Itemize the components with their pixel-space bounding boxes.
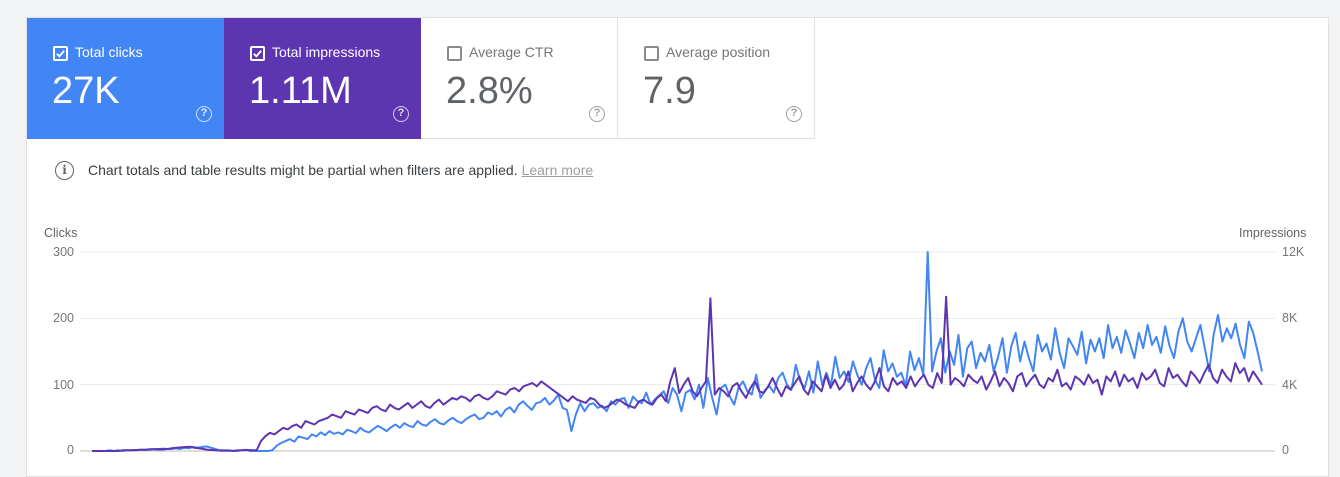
left-axis-title: Clicks xyxy=(44,226,78,240)
learn-more-link[interactable]: Learn more xyxy=(521,162,594,178)
right-tick-label: 12K xyxy=(1282,245,1305,259)
help-icon[interactable]: ? xyxy=(393,106,409,122)
metric-total-clicks[interactable]: Total clicks 27K ? xyxy=(27,18,224,139)
right-tick-label: 4K xyxy=(1282,378,1298,392)
checkmark-icon xyxy=(56,50,65,58)
clicks-series-line xyxy=(92,251,1263,452)
impressions-series-line xyxy=(92,295,1263,452)
metric-total-impressions[interactable]: Total impressions 1.11M ? xyxy=(224,18,421,139)
total-clicks-label: Total clicks xyxy=(75,44,143,60)
total-impressions-value: 1.11M xyxy=(249,70,352,112)
total-impressions-label: Total impressions xyxy=(272,44,381,60)
performance-line-chart xyxy=(80,251,1275,452)
average-position-checkbox[interactable] xyxy=(644,46,659,61)
help-icon[interactable]: ? xyxy=(196,106,212,122)
total-clicks-checkbox[interactable] xyxy=(53,46,68,61)
left-tick-label: 100 xyxy=(53,378,74,392)
left-tick-label: 0 xyxy=(67,443,74,457)
total-impressions-checkbox[interactable] xyxy=(250,46,265,61)
right-tick-label: 8K xyxy=(1282,311,1298,325)
partial-results-notice: i Chart totals and table results might b… xyxy=(55,158,593,182)
left-tick-label: 200 xyxy=(53,311,74,325)
left-tick-label: 300 xyxy=(53,245,74,259)
average-ctr-label: Average CTR xyxy=(469,44,554,60)
total-clicks-value: 27K xyxy=(52,70,120,112)
average-ctr-checkbox[interactable] xyxy=(447,46,462,61)
help-icon[interactable]: ? xyxy=(589,106,605,122)
help-icon[interactable]: ? xyxy=(786,106,802,122)
average-position-label: Average position xyxy=(666,44,771,60)
notice-text: Chart totals and table results might be … xyxy=(88,162,518,178)
metric-average-position[interactable]: Average position 7.9 ? xyxy=(618,18,815,139)
average-ctr-value: 2.8% xyxy=(446,70,533,112)
checkmark-icon xyxy=(253,50,262,58)
average-position-value: 7.9 xyxy=(643,70,696,112)
right-axis-title: Impressions xyxy=(1239,226,1307,240)
info-icon: i xyxy=(55,160,74,180)
metric-average-ctr[interactable]: Average CTR 2.8% ? xyxy=(421,18,618,139)
right-tick-label: 0 xyxy=(1282,443,1289,457)
